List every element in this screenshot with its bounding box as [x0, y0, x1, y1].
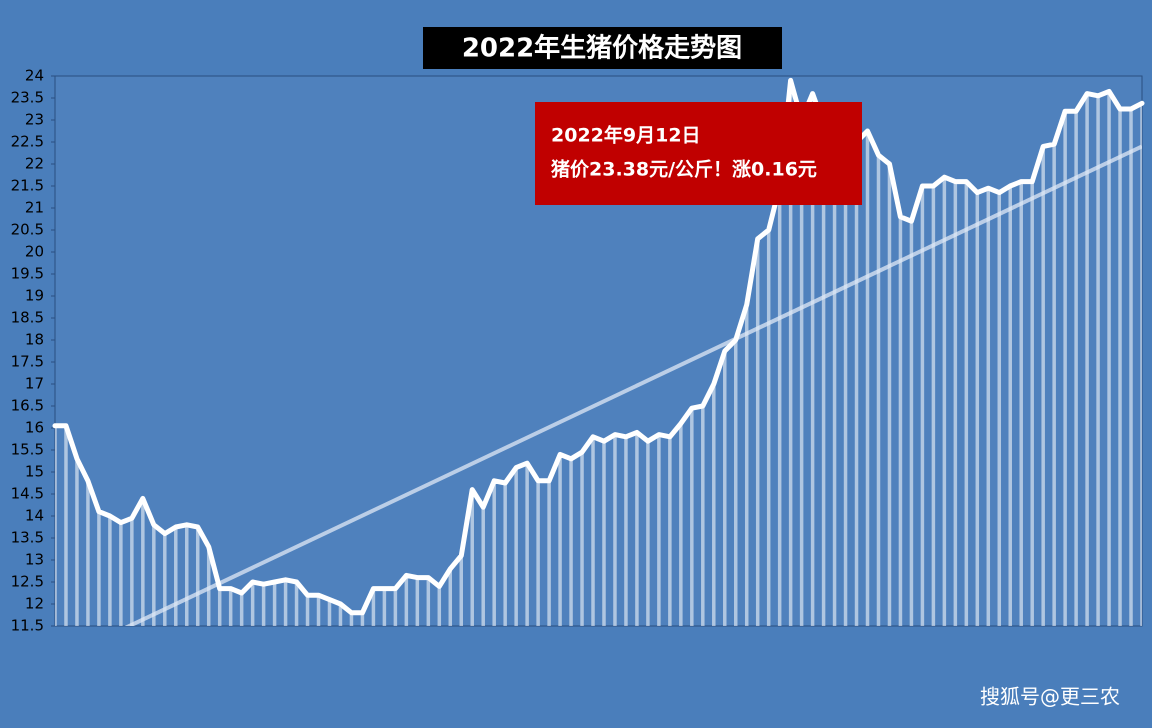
annotation-box [535, 102, 862, 205]
chart-title: 2022年生猪价格走势图 [462, 33, 742, 64]
y-tick-label: 18.5 [11, 309, 44, 327]
y-tick-label: 16 [25, 419, 44, 437]
y-tick-label: 23 [25, 111, 44, 129]
y-tick-label: 20 [25, 243, 44, 261]
y-tick-label: 15.5 [11, 441, 44, 459]
annotation-price: 猪价23.38元/公斤！涨0.16元 [550, 159, 817, 181]
y-tick-label: 12 [25, 595, 44, 613]
y-tick-label: 24 [25, 67, 44, 85]
title-box [423, 27, 782, 69]
y-tick-label: 19.5 [11, 265, 44, 283]
y-tick-label: 18 [25, 331, 44, 349]
y-tick-label: 20.5 [11, 221, 44, 239]
y-tick-label: 11.5 [11, 617, 44, 635]
trend-line [124, 144, 1142, 626]
y-tick-label: 14 [25, 507, 44, 525]
y-tick-label: 17.5 [11, 353, 44, 371]
y-tick-label: 13.5 [11, 529, 44, 547]
y-tick-label: 14.5 [11, 485, 44, 503]
y-tick-label: 15 [25, 463, 44, 481]
bars [55, 80, 1142, 626]
y-tick-label: 17 [25, 375, 44, 393]
annotation-date: 2022年9月12日 [551, 124, 701, 147]
price-line [52, 77, 1145, 616]
y-tick-label: 23.5 [11, 89, 44, 107]
y-tick-label: 22.5 [11, 133, 44, 151]
y-tick-label: 13 [25, 551, 44, 569]
y-tick-label: 21.5 [11, 177, 44, 195]
y-tick-label: 21 [25, 199, 44, 217]
y-tick-label: 22 [25, 155, 44, 173]
watermark: 搜狐号@更三农 [980, 685, 1120, 709]
y-tick-label: 16.5 [11, 397, 44, 415]
y-tick-label: 19 [25, 287, 44, 305]
y-tick-label: 12.5 [11, 573, 44, 591]
